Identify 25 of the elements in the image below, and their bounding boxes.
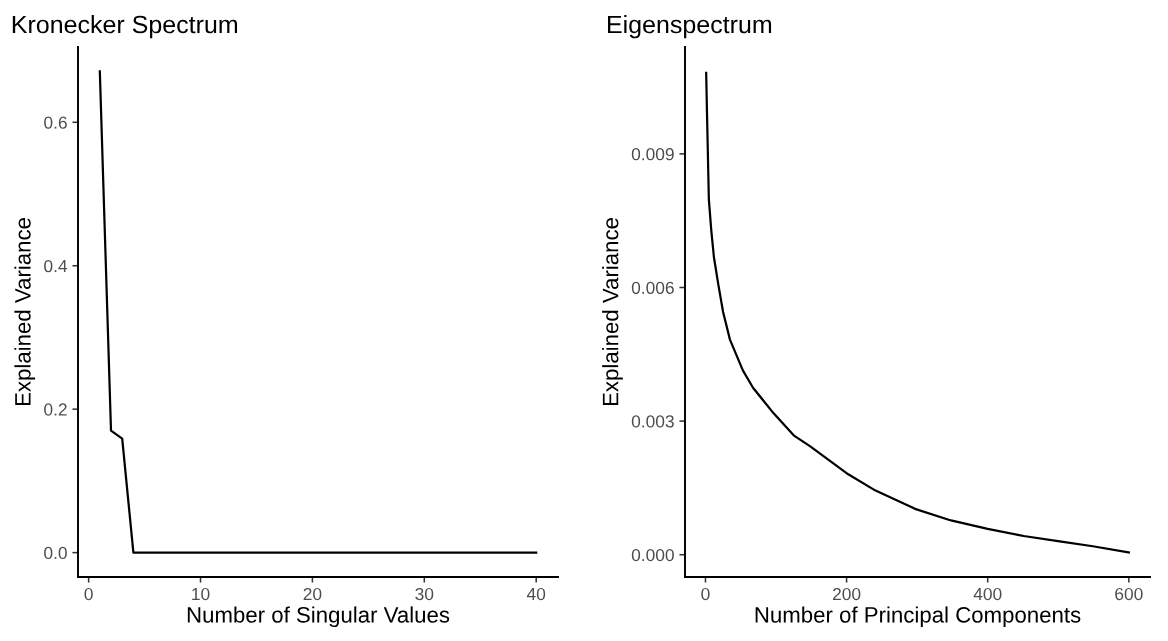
y-tick-label: 0.6	[44, 116, 67, 129]
y-tick-label: 0.2	[44, 403, 67, 416]
x-tick-label: 0	[701, 587, 710, 601]
x-tick-label: 20	[303, 587, 322, 601]
y-tick-label: 0.003	[631, 415, 674, 428]
x-tick-label: 600	[1115, 587, 1143, 601]
x-tick-label: 400	[973, 587, 1002, 601]
y-axis-title: Explained Variance	[602, 218, 623, 406]
y-tick-label: 0.4	[44, 259, 68, 273]
y-tick-label: 0.006	[631, 281, 674, 294]
x-tick-label: 200	[832, 587, 861, 601]
line-series	[98, 70, 538, 554]
y-tick-label: 0.0	[44, 546, 67, 560]
chart-title: Kronecker Spectrum	[12, 14, 238, 39]
x-tick-label: 10	[192, 587, 210, 601]
x-axis-title: Number of Principal Components	[755, 606, 1081, 628]
x-tick-label: 30	[415, 587, 434, 601]
y-tick-label: 0.000	[631, 548, 674, 562]
y-tick-label: 0.009	[631, 148, 674, 161]
line-series	[705, 71, 1130, 554]
x-tick-label: 40	[526, 587, 546, 601]
x-tick-label: 0	[84, 587, 93, 601]
y-axis-title: Explained Variance	[14, 218, 36, 406]
x-axis-title: Number of Singular Values	[187, 606, 450, 628]
chart-title: Eigenspectrum	[608, 14, 772, 39]
